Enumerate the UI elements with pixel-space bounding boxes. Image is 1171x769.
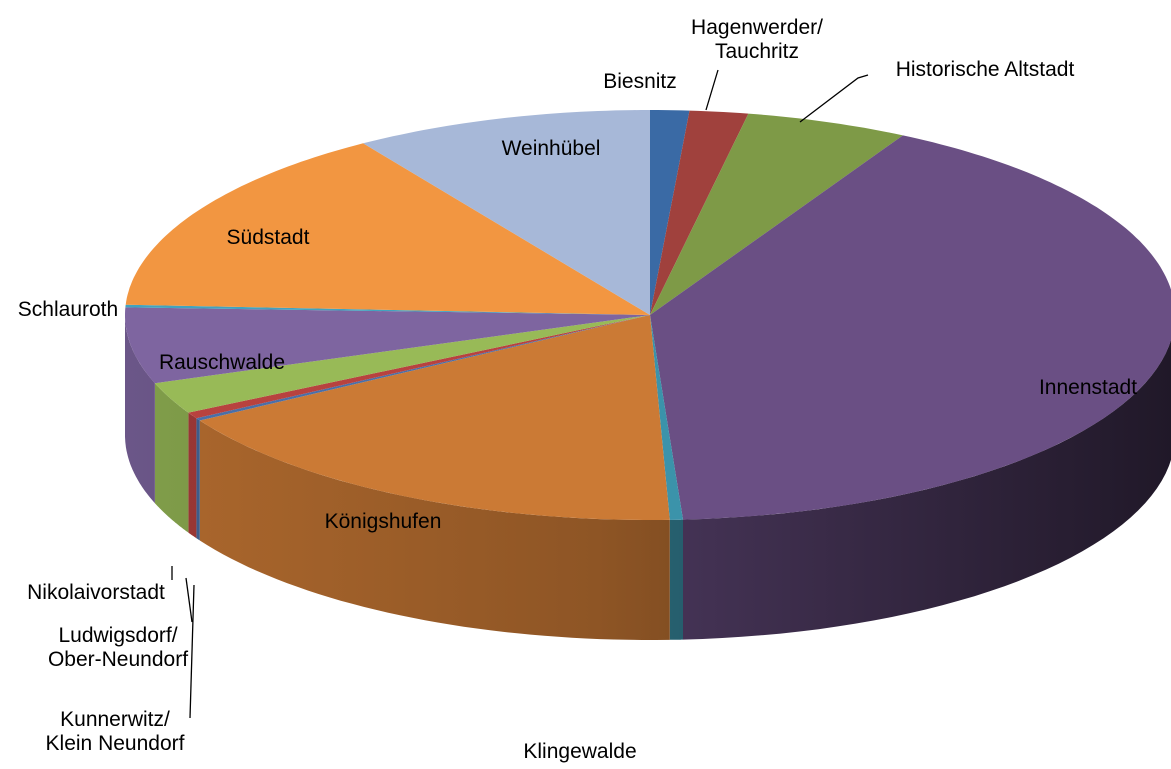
slice-label: Ludwigsdorf/ Ober-Neundorf — [47, 624, 189, 671]
slice — [650, 315, 683, 520]
slice-side — [154, 383, 189, 533]
sides — [125, 315, 1171, 640]
slice — [650, 135, 1171, 520]
slice-label: Weinhübel — [501, 137, 601, 160]
slice-label: Klingewalde — [523, 740, 637, 763]
slice-side — [196, 418, 200, 541]
slice — [125, 307, 650, 384]
slice — [125, 304, 650, 315]
slice — [650, 110, 749, 315]
slice — [125, 143, 650, 315]
slice-side — [199, 420, 670, 640]
slice — [650, 113, 903, 315]
slice-label: Rauschwalde — [158, 351, 286, 374]
leader-line — [705, 69, 719, 111]
slice-label: Schlauroth — [17, 298, 119, 321]
slice — [154, 315, 650, 413]
slice-label: Historische Altstadt — [895, 58, 1075, 81]
slice — [363, 110, 650, 315]
slice — [650, 110, 690, 315]
slice-label: Königshufen — [324, 510, 442, 533]
slice — [188, 315, 650, 419]
slice-label: Hagenwerder/ Tauchritz — [691, 16, 823, 63]
slice-label: Innenstadt — [1038, 376, 1138, 399]
slice-label: Nikolaivorstadt — [27, 581, 165, 604]
leader-line — [799, 74, 869, 123]
leader-line — [189, 584, 195, 719]
slice-side — [188, 412, 197, 539]
leader-line — [185, 577, 193, 623]
slice — [199, 315, 670, 520]
slice-side — [669, 519, 683, 640]
slice-label: Kunnerwitz/ Klein Neundorf — [45, 708, 185, 755]
tops — [125, 110, 1171, 520]
slice-label: Biesnitz — [603, 70, 677, 93]
slice-side — [125, 315, 155, 504]
slice — [196, 315, 650, 421]
slice-label: Südstadt — [226, 226, 310, 249]
slice-side — [683, 339, 1171, 640]
